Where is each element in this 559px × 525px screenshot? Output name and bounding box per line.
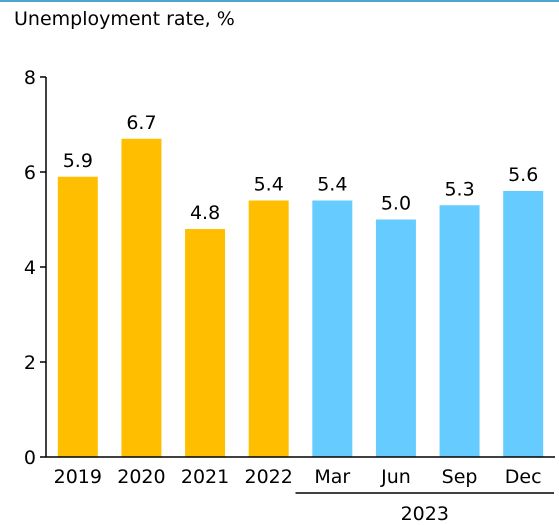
bar-value-label: 5.6 [508, 164, 538, 186]
bar-value-label: 4.8 [190, 202, 220, 224]
y-tick-label: 4 [24, 257, 36, 279]
x-tick-label: Jun [380, 466, 411, 488]
group-label-2023: 2023 [401, 503, 449, 525]
bar-value-label: 5.9 [63, 150, 93, 172]
bar-value-label: 6.7 [126, 112, 156, 134]
x-tick-label: Mar [314, 466, 350, 488]
bar-2020 [121, 138, 162, 457]
bar-jun [375, 219, 416, 457]
bar-sep [439, 205, 480, 457]
chart-title: Unemployment rate, % [14, 8, 235, 30]
x-tick-label: 2019 [54, 466, 102, 488]
x-axis: 2019 2020 2021 2022 Mar Jun Sep Dec 2023 [46, 456, 555, 525]
x-tick-label: 2020 [117, 466, 165, 488]
bar-value-label: 5.3 [444, 178, 474, 200]
y-axis: 0 2 4 6 8 [24, 67, 47, 469]
y-tick-label: 8 [24, 67, 36, 89]
x-tick-label: Sep [442, 466, 478, 488]
y-tick-label: 6 [24, 162, 36, 184]
bar-dec [503, 191, 544, 457]
y-tick-label: 2 [24, 352, 36, 374]
bar-2019 [57, 176, 98, 457]
bar-mar [312, 200, 353, 457]
x-tick-label: Dec [505, 466, 542, 488]
bar-value-label: 5.0 [381, 193, 411, 215]
bar-2021 [185, 229, 226, 457]
header-rule [0, 0, 559, 2]
bar-2022 [248, 200, 289, 457]
x-tick-label: 2022 [245, 466, 293, 488]
bars: 5.9 6.7 4.8 5.4 5.4 5.0 5.3 5.6 [57, 112, 544, 457]
x-tick-label: 2021 [181, 466, 229, 488]
bar-value-label: 5.4 [317, 174, 347, 196]
bar-value-label: 5.4 [254, 174, 284, 196]
y-tick-label: 0 [24, 447, 36, 469]
